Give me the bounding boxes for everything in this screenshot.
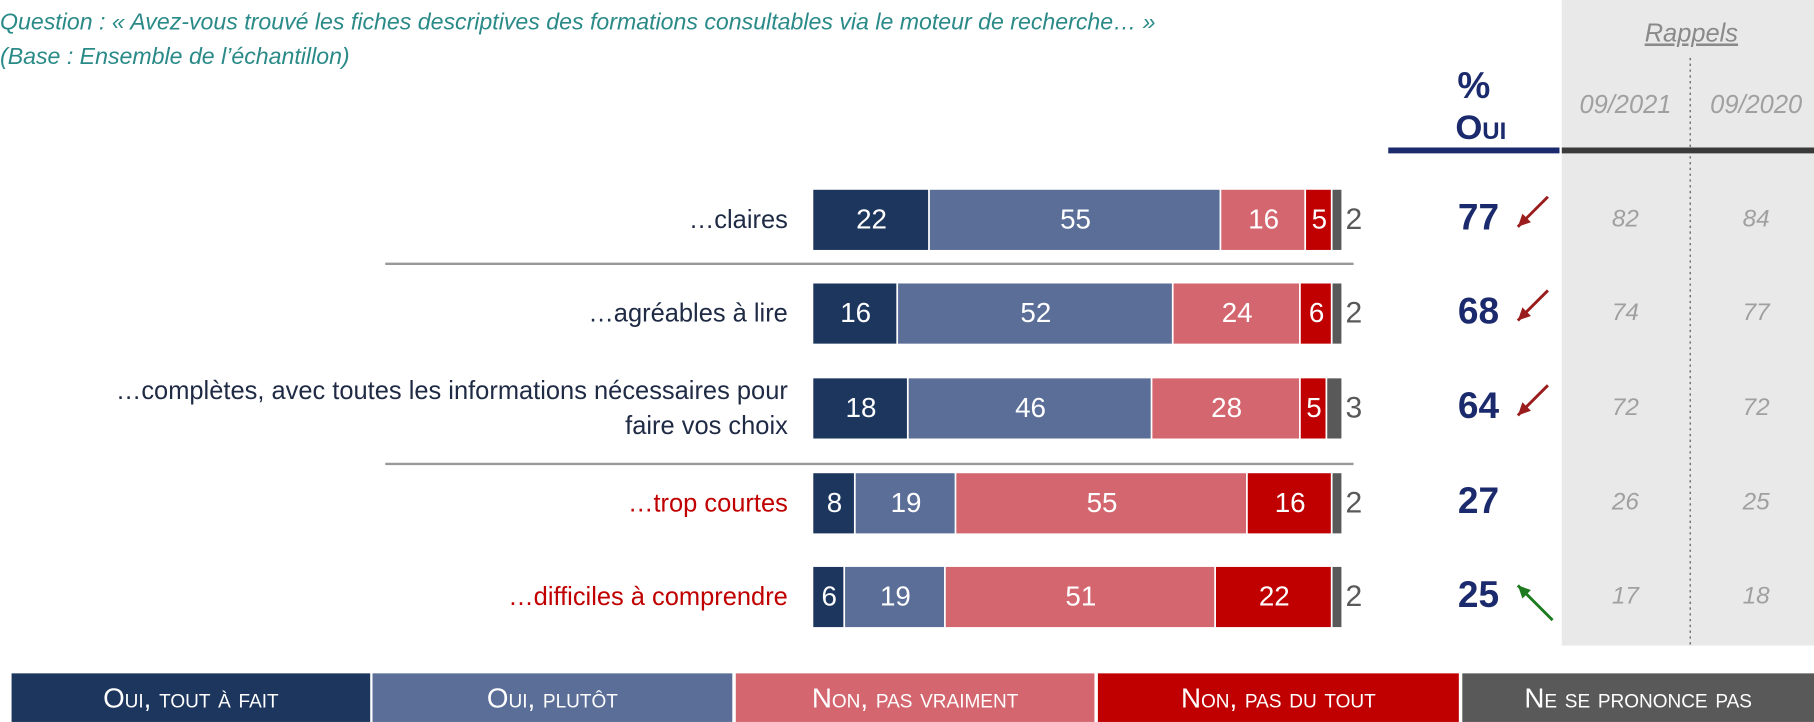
bar-value-label: 3: [1345, 392, 1362, 425]
rappels-value: 82: [1612, 205, 1640, 232]
rappels-value: 84: [1743, 205, 1770, 232]
bar-value-label: 2: [1345, 203, 1362, 236]
legend-label: Non, pas du tout: [1181, 682, 1376, 713]
bar-value-label: 19: [891, 487, 922, 518]
bar-segment: [813, 283, 897, 344]
oui-value: 77: [1458, 196, 1499, 238]
trend-arrowhead: [1517, 402, 1531, 416]
trend-arrowhead: [1517, 307, 1531, 321]
bar-value-label: 51: [1065, 580, 1096, 611]
bar-value-label: 8: [827, 487, 842, 518]
question: Question : « Avez-vous trouvé les fiches…: [0, 8, 1156, 34]
trend-arrowhead: [1517, 585, 1531, 599]
legend-label: Oui, tout à fait: [103, 682, 279, 713]
bar-segment: [898, 283, 1172, 344]
bar-value-label: 2: [1345, 297, 1362, 330]
bar-segment: [1300, 283, 1331, 344]
bar-segment: [1327, 378, 1342, 439]
bar-value-label: 18: [846, 392, 877, 423]
bar-value-label: 22: [856, 203, 887, 234]
bar-segment: [1152, 378, 1300, 439]
category-label: …claires: [688, 204, 788, 234]
bar-value-label: 6: [1309, 297, 1324, 328]
bar-segment: [813, 189, 929, 250]
bar-segment: [1332, 189, 1342, 250]
bar-segment: [813, 473, 854, 534]
category-label-box: …difficiles à comprendre: [508, 581, 788, 611]
bar-value-label: 2: [1345, 580, 1362, 613]
bar-value-label: 2: [1345, 486, 1362, 519]
rappels-value: 25: [1742, 489, 1771, 516]
rappels-value: 77: [1743, 299, 1772, 326]
oui-value: 25: [1458, 573, 1499, 615]
rappels-value: 72: [1612, 394, 1640, 421]
bar-segment: [1215, 566, 1331, 628]
bar-segment: [929, 189, 1220, 250]
bar-value-label: 16: [1248, 203, 1279, 234]
bar-value-label: 24: [1222, 297, 1253, 328]
base-note: (Base : Ensemble de l’échantillon): [0, 43, 350, 69]
rappels-value: 18: [1743, 582, 1771, 609]
rappels-column-header: 09/2021: [1579, 91, 1671, 119]
bar-segment: [1306, 189, 1331, 250]
bar-segment: [1221, 189, 1305, 250]
oui-header: Oui: [1455, 109, 1506, 147]
bar-segment: [1332, 566, 1342, 628]
category-label: …agréables à lire: [588, 298, 788, 328]
bar-value-label: 16: [840, 297, 871, 328]
legend-swatch: [1097, 673, 1459, 722]
bar-segment: [813, 566, 844, 628]
bar-value-label: 5: [1312, 203, 1327, 234]
bar-segment: [1300, 378, 1326, 439]
legend-label: Oui, plutôt: [487, 682, 618, 713]
bar-segment: [845, 566, 945, 628]
bar-segment: [1247, 473, 1331, 534]
rappels-value: 26: [1611, 489, 1640, 516]
legend-swatch: [1462, 673, 1814, 722]
oui-header-pct: %: [1457, 64, 1490, 106]
rappels-value: 74: [1612, 299, 1639, 326]
category-label: …complètes, avec toutes les informations…: [115, 376, 788, 440]
bar-value-label: 6: [821, 580, 836, 611]
oui-value: 27: [1458, 479, 1499, 521]
legend-swatch: [11, 673, 371, 722]
bar-value-label: 52: [1020, 297, 1051, 328]
legend-label: Non, pas vraiment: [812, 682, 1019, 713]
rappels-title: Rappels: [1645, 19, 1739, 47]
bar-segment: [855, 473, 955, 534]
bar-segment: [956, 473, 1247, 534]
bar-value-label: 5: [1306, 392, 1321, 423]
bar-value-label: 55: [1087, 487, 1118, 518]
bar-value-label: 46: [1015, 392, 1046, 423]
trend-arrowhead: [1517, 213, 1531, 227]
bar-segment: [1332, 283, 1342, 344]
bar-segment: [908, 378, 1151, 439]
legend-label: Ne se prononce pas: [1524, 682, 1752, 713]
category-label-box: …trop courtes: [627, 488, 788, 518]
category-label-box: …complètes, avec toutes les informations…: [115, 376, 788, 440]
legend-swatch: [735, 673, 1095, 722]
rappels-background: [1561, 0, 1814, 646]
category-label: …difficiles à comprendre: [508, 581, 788, 611]
bar-value-label: 22: [1259, 580, 1290, 611]
oui-value: 68: [1458, 289, 1499, 331]
rappels-column-header: 09/2020: [1710, 91, 1802, 119]
bar-segment: [813, 378, 907, 439]
bar-value-label: 55: [1060, 203, 1091, 234]
bar-value-label: 19: [880, 580, 911, 611]
bar-segment: [1332, 473, 1342, 534]
bar-segment: [945, 566, 1215, 628]
bar-segment: [1173, 283, 1300, 344]
rappels-value: 17: [1612, 582, 1641, 609]
oui-value: 64: [1458, 384, 1500, 426]
category-label-box: …claires: [688, 204, 788, 234]
legend-swatch: [372, 673, 733, 722]
bar-value-label: 28: [1211, 392, 1242, 423]
bar-value-label: 16: [1275, 487, 1306, 518]
category-label: …trop courtes: [627, 488, 788, 518]
rappels-value: 72: [1743, 394, 1771, 421]
category-label-box: …agréables à lire: [588, 298, 788, 328]
